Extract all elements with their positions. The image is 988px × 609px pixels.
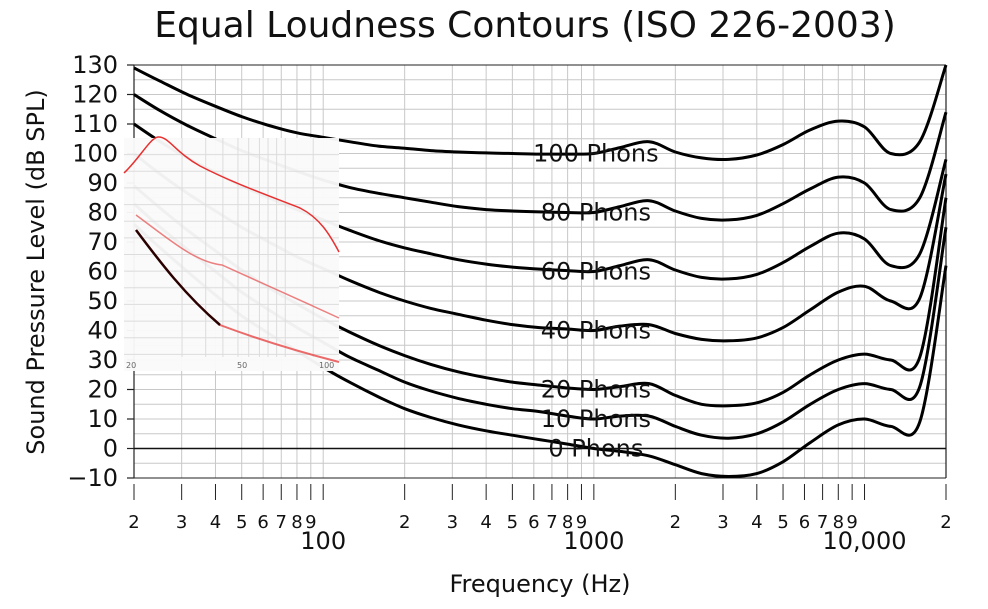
contour-label: 10 Phons [541,405,651,433]
x-minor-label: 3 [717,512,728,533]
inset-red-curve [123,136,340,253]
contour-label: 100 Phons [533,140,659,168]
inset-tick-label: 20 [126,361,136,370]
inset-tick-label: 100 [319,361,334,370]
x-minor-label: 2 [399,512,410,533]
inset-dark-curve [135,229,221,326]
x-minor-label: 4 [751,512,762,533]
inset-overlay: 20 50 100 [123,136,340,371]
contour-label: 60 Phons [541,258,651,286]
x-minor-label: 6 [528,512,539,533]
x-minor-label: 8 [833,512,844,533]
y-tick-label: −10 [67,464,118,492]
inset-red-curve-middle [135,214,340,319]
inset-tick-label: 50 [237,361,247,370]
x-minor-label: 2 [940,512,951,533]
x-minor-label: 7 [817,512,828,533]
x-major-label: 100 [300,527,346,555]
x-minor-label: 5 [507,512,518,533]
x-minor-label: 9 [576,512,587,533]
y-tick-label: 10 [87,405,118,433]
x-major-label: 10,000 [823,527,907,555]
x-minor-label: 5 [236,512,247,533]
x-minor-label: 6 [257,512,268,533]
x-minor-label: 3 [447,512,458,533]
x-major-label: 1000 [563,527,624,555]
contour-label: 40 Phons [541,317,651,345]
contour-label: 20 Phons [541,376,651,404]
x-minor-label: 5 [777,512,788,533]
contour-labels: 100 Phons 80 Phons 60 Phons 40 Phons 20 Phon… [533,140,659,463]
x-minor-label: 4 [210,512,221,533]
x-minor-label: 8 [562,512,573,533]
x-minor-label: 4 [480,512,491,533]
y-tick-label: 120 [72,81,118,109]
x-minor-label: 2 [128,512,139,533]
x-minor-label: 2 [670,512,681,533]
y-tick-label: 20 [87,376,118,404]
x-minor-label: 9 [846,512,857,533]
y-tick-label: 100 [72,140,118,168]
x-axis-label: Frequency (Hz) [450,570,631,598]
x-minor-label: 8 [291,512,302,533]
contour-label: 0 Phons [548,435,643,463]
x-minor-label: 9 [305,512,316,533]
y-tick-label: 110 [72,110,118,138]
y-tick-label: 70 [87,228,118,256]
x-minor-label: 7 [276,512,287,533]
y-tick-label: 60 [87,258,118,286]
contour-label: 80 Phons [541,199,651,227]
y-tick-label: 40 [87,317,118,345]
x-minor-label: 7 [546,512,557,533]
y-tick-label: 90 [87,169,118,197]
chart-title: Equal Loudness Contours (ISO 226-2003) [154,5,896,46]
x-minor-label: 6 [799,512,810,533]
y-tick-label: 30 [87,346,118,374]
y-tick-label: 130 [72,51,118,79]
y-axis-label: Sound Pressure Level (dB SPL) [22,89,50,454]
contour-line [133,64,948,162]
y-tick-label: 0 [103,435,118,463]
y-tick-label: 50 [87,287,118,315]
y-tick-label: 80 [87,199,118,227]
x-minor-label: 3 [176,512,187,533]
